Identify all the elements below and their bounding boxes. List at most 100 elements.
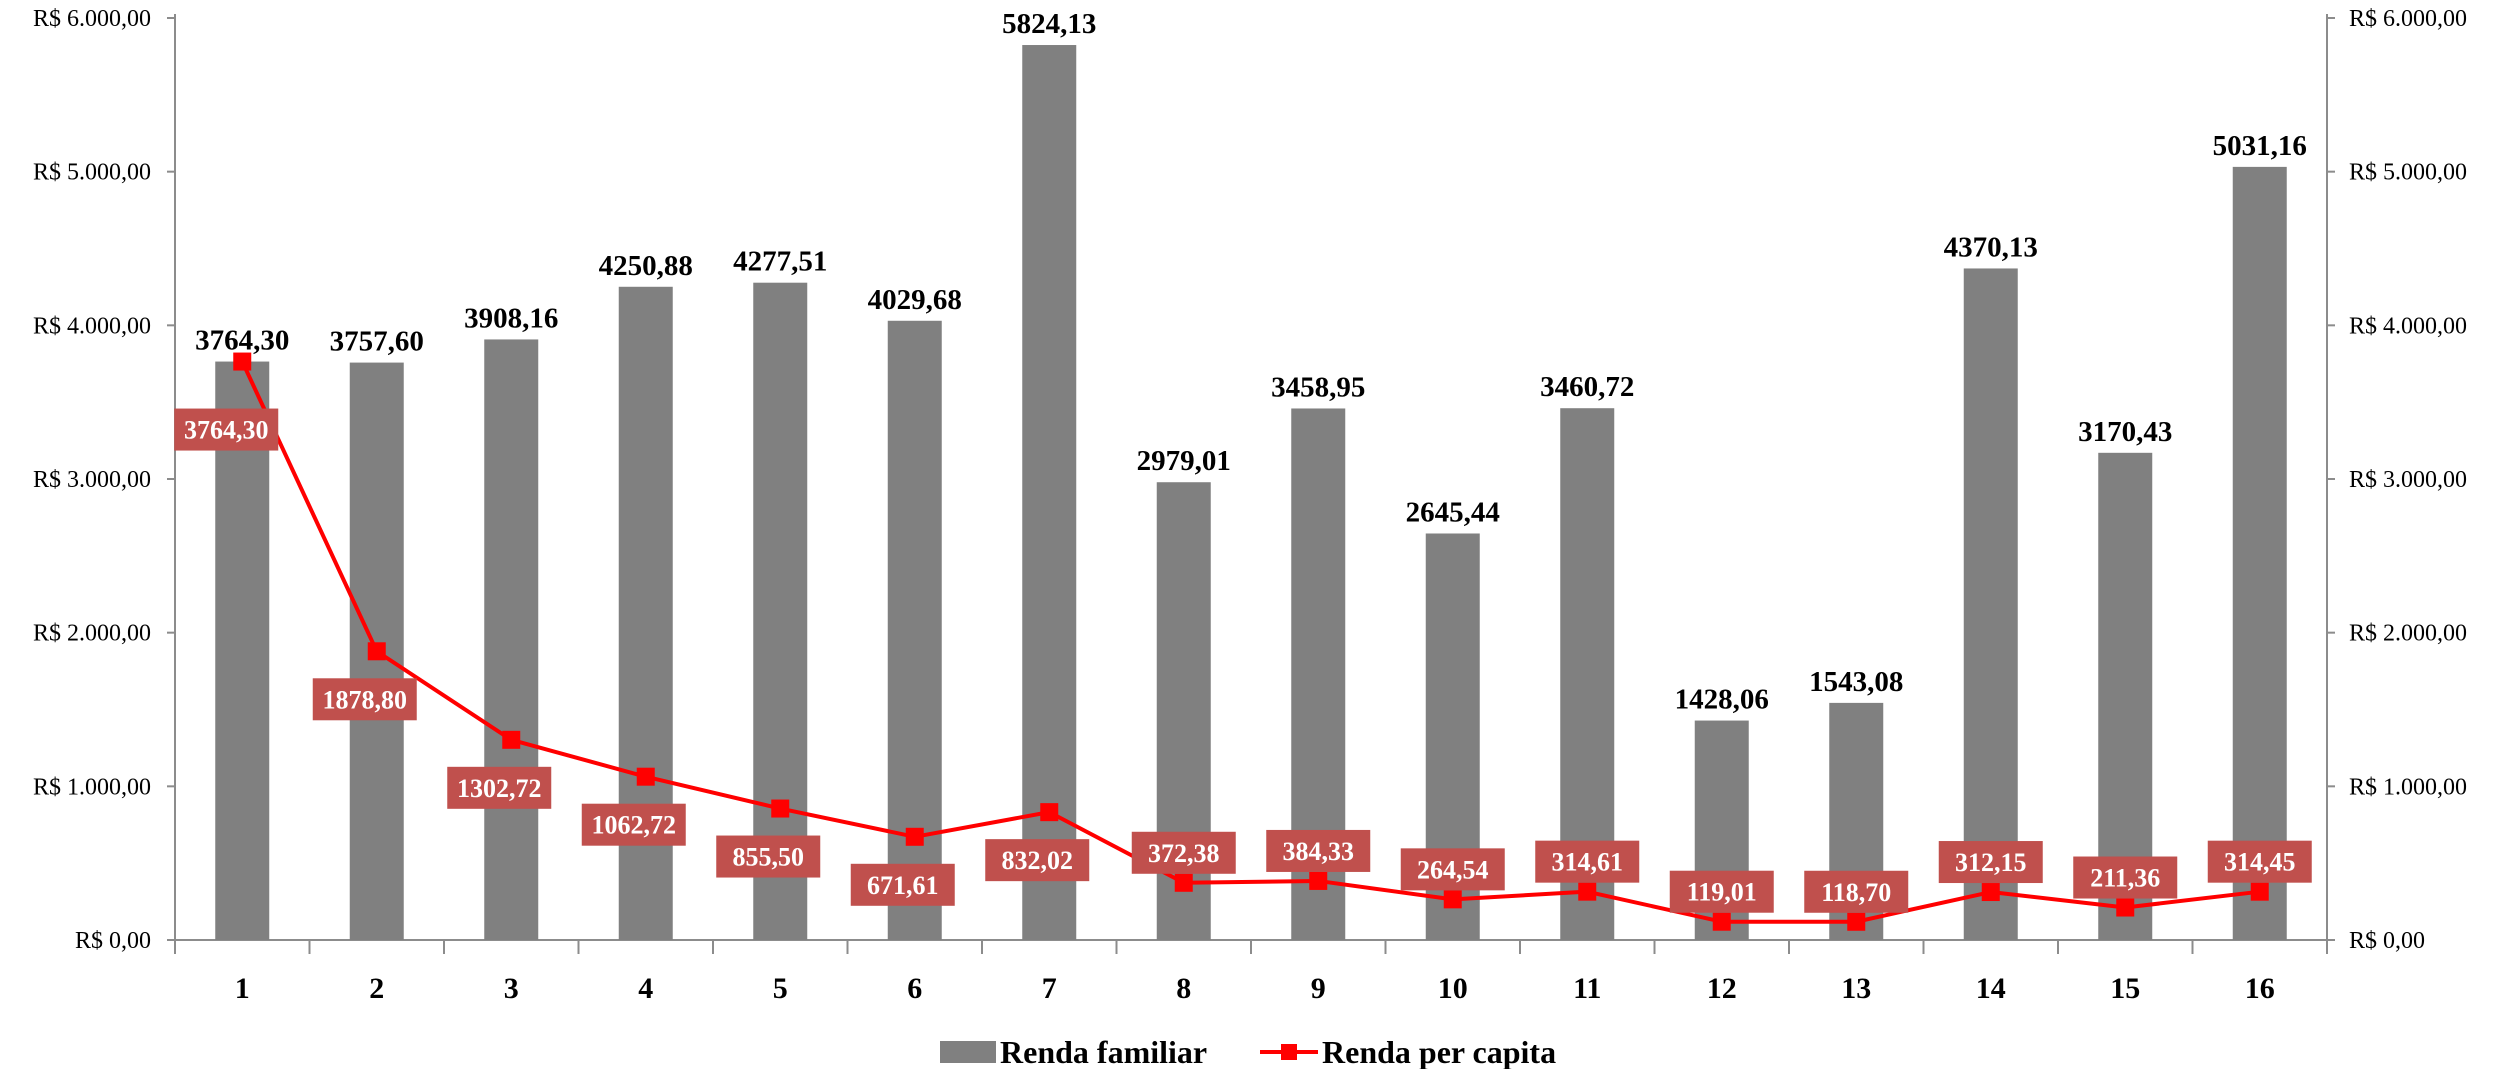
line-marker <box>367 642 386 661</box>
line-data-label: 314,45 <box>2224 848 2296 877</box>
line-data-label-box <box>985 839 1090 882</box>
bar-data-label: 2979,01 <box>1137 445 1231 477</box>
legend: Renda familiar Renda per capita <box>940 1034 1556 1069</box>
bar-data-label: 4029,68 <box>868 284 962 316</box>
y-tick-label-left: R$ 4.000,00 <box>33 313 151 339</box>
x-tick-label: 13 <box>1841 972 1871 1005</box>
line-data-label-box <box>1266 829 1371 872</box>
bar-data-label: 3458,95 <box>1271 371 1365 403</box>
y-tick-label-left: R$ 2.000,00 <box>33 621 151 647</box>
line-data-label: 1062,72 <box>592 811 677 840</box>
y-tick-label-right: R$ 0,00 <box>2349 928 2425 954</box>
bar-data-label: 3908,16 <box>464 302 558 334</box>
x-tick-label: 7 <box>1042 972 1057 1005</box>
line-marker <box>1443 890 1462 909</box>
y-tick-label-right: R$ 4.000,00 <box>2349 313 2467 339</box>
line-data-label-box <box>1400 848 1505 891</box>
bar <box>215 361 270 940</box>
x-tick-label: 1 <box>235 972 250 1005</box>
y-tick-label-right: R$ 2.000,00 <box>2349 621 2467 647</box>
bar-data-label: 4370,13 <box>1944 231 2038 263</box>
x-tick-label: 2 <box>369 972 384 1005</box>
line-marker <box>1981 883 2000 902</box>
line-data-label: 384,33 <box>1283 837 1355 866</box>
line-data-label: 832,02 <box>1002 846 1074 875</box>
line-marker <box>771 799 790 818</box>
line-data-label: 264,54 <box>1417 855 1489 884</box>
x-tick-label: 4 <box>638 972 653 1005</box>
line-data-label-box <box>1938 841 2043 884</box>
line-marker <box>2116 898 2135 917</box>
x-tick-label: 14 <box>1976 972 2006 1005</box>
line-marker <box>905 827 924 846</box>
line-data-label: 3764,30 <box>184 416 269 445</box>
y-tick-label-left: R$ 0,00 <box>75 928 151 954</box>
bar-data-label: 1543,08 <box>1809 666 1903 698</box>
line-marker <box>1847 912 1866 931</box>
line-data-label-box <box>2073 856 2178 899</box>
line-marker <box>1309 871 1328 890</box>
axes: R$ 0,00 R$ 0,00 R$ 1.000,00 R$ 1.000,00 R$ 2… <box>33 6 2467 1005</box>
y-tick-label-right: R$ 3.000,00 <box>2349 467 2467 493</box>
line-marker <box>1174 873 1193 892</box>
x-tick-label: 12 <box>1707 972 1737 1005</box>
line-data-label-box <box>447 766 552 809</box>
bar-data-label: 5824,13 <box>1002 8 1096 40</box>
line-data-label-box <box>1669 870 1774 913</box>
bar-data-label: 4277,51 <box>733 246 827 278</box>
bar-data-label: 3757,60 <box>330 326 424 358</box>
line-data-label-box <box>850 863 955 906</box>
legend-swatch-renda-familiar <box>940 1041 996 1063</box>
line-marker <box>636 767 655 786</box>
x-tick-label: 15 <box>2110 972 2140 1005</box>
line-data-label: 312,15 <box>1955 848 2027 877</box>
line-marker <box>1578 882 1597 901</box>
line-marker <box>1040 803 1059 822</box>
y-tick-label-left: R$ 5.000,00 <box>33 160 151 186</box>
bar <box>1963 268 2018 941</box>
bar-data-label: 4250,88 <box>599 250 693 282</box>
bar-data-label: 5031,16 <box>2213 130 2307 162</box>
bar-data-labels: 3764,30 3757,60 3908,16 4250,88 4277,51 4029,… <box>195 8 2307 716</box>
x-tick-label: 16 <box>2245 972 2275 1005</box>
bar-data-label: 2645,44 <box>1406 496 1500 528</box>
x-tick-label: 3 <box>504 972 519 1005</box>
x-tick-label: 6 <box>907 972 922 1005</box>
line-data-label-box <box>1535 840 1640 883</box>
bar <box>2232 166 2287 940</box>
x-tick-label: 9 <box>1311 972 1326 1005</box>
legend-marker-renda-per-capita <box>1281 1044 1297 1060</box>
line-data-label: 372,38 <box>1148 839 1220 868</box>
x-tick-label: 10 <box>1438 972 1468 1005</box>
bar <box>1022 45 1077 941</box>
series-line <box>240 360 2260 924</box>
y-tick-label-left: R$ 1.000,00 <box>33 774 151 800</box>
bar-data-label: 1428,06 <box>1675 684 1769 716</box>
line-data-label: 118,70 <box>1821 878 1891 907</box>
legend-label-renda-familiar: Renda familiar <box>1000 1034 1207 1069</box>
x-tick-label: 11 <box>1573 972 1601 1005</box>
line-marker <box>2250 882 2269 901</box>
line-data-label: 314,61 <box>1552 848 1624 877</box>
line-data-label: 1878,80 <box>323 685 408 714</box>
line-renda-per-capita <box>233 352 2269 931</box>
line-data-label-box <box>1804 870 1909 913</box>
bar <box>887 320 942 941</box>
line-data-label-box <box>716 835 821 878</box>
line-data-label: 671,61 <box>867 871 939 900</box>
bar <box>484 339 539 941</box>
line-data-label-box <box>2207 840 2312 883</box>
line-data-label: 211,36 <box>2090 864 2160 893</box>
x-tick-label: 8 <box>1176 972 1191 1005</box>
bar-data-label: 3460,72 <box>1540 371 1634 403</box>
line-data-label-box <box>312 678 417 721</box>
line-marker <box>502 730 521 749</box>
line-data-label: 1302,72 <box>457 774 542 803</box>
line-data-label: 119,01 <box>1687 878 1757 907</box>
y-tick-label-left: R$ 6.000,00 <box>33 6 151 32</box>
y-tick-label-right: R$ 5.000,00 <box>2349 160 2467 186</box>
y-tick-label-right: R$ 1.000,00 <box>2349 774 2467 800</box>
line-data-label: 855,50 <box>733 843 805 872</box>
bar-data-label: 3170,43 <box>2078 416 2172 448</box>
